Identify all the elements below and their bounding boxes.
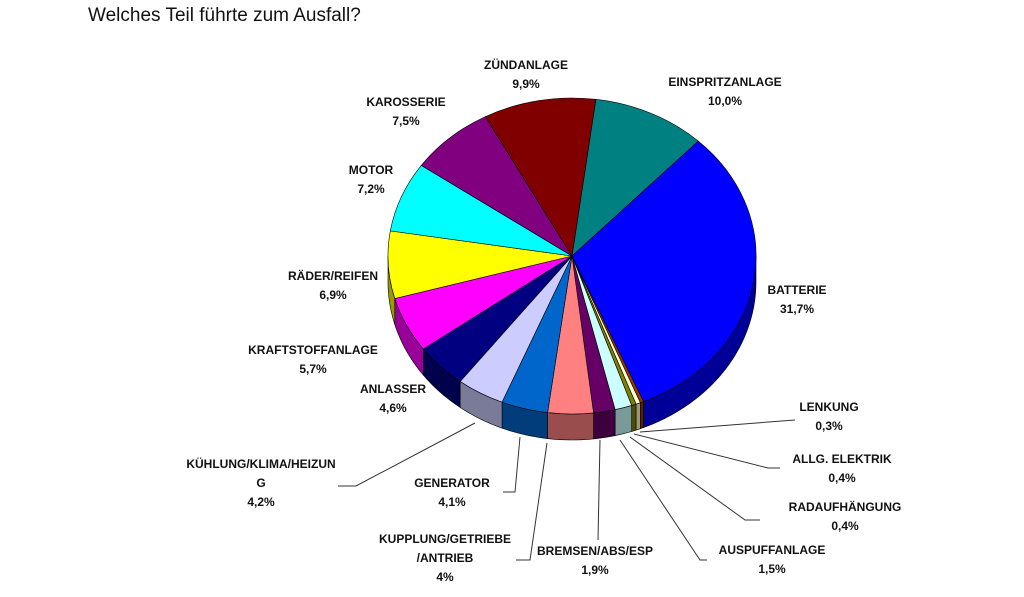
- slice-label-name: BATTERIE: [767, 283, 827, 297]
- slice-label-value: 31,7%: [779, 302, 815, 316]
- leader-radaufhaengung: [629, 436, 760, 521]
- slice-side-auspuffanlage: [614, 405, 632, 436]
- slice-label-name: ALLG. ELEKTRIK: [792, 452, 892, 466]
- slice-side-kupplung-getriebe-antrieb: [547, 412, 594, 441]
- slice-label-name: BREMSEN/ABS/ESP: [536, 544, 654, 558]
- slice-label-name: KÜHLUNG/KLIMA/HEIZUN: [186, 457, 336, 471]
- slice-label-value: 1,5%: [758, 562, 786, 576]
- leader-lenkung: [639, 419, 796, 433]
- slice-label: ALLG. ELEKTRIK 0,4%: [792, 450, 891, 488]
- leader-kuehlung: [338, 422, 476, 487]
- slice-label: EINSPRITZANLAGE 10,0%: [668, 73, 781, 111]
- slice-label-name: ZÜNDANLAGE: [484, 58, 568, 72]
- slice-label-value: 1,9%: [581, 563, 609, 577]
- slice-label: BATTERIE 31,7%: [767, 281, 826, 319]
- slice-label-name: G: [256, 476, 266, 490]
- slice-side-radaufhängung: [631, 403, 637, 432]
- slice-label-value: 9,9%: [512, 77, 540, 91]
- slice-label: MOTOR 7,2%: [349, 161, 393, 199]
- chart-title: Welches Teil führte zum Ausfall?: [88, 5, 361, 26]
- slice-zündanlage: [484, 97, 597, 257]
- slice-label-value: 0,4%: [828, 471, 856, 485]
- slice-label: RADAUFHÄNGUNG 0,4%: [789, 498, 902, 536]
- slice-label-value: 0,4%: [831, 519, 859, 533]
- slice-label-value: 10,0%: [707, 94, 743, 108]
- slice-label: KRAFTSTOFFANLAGE 5,7%: [248, 341, 378, 379]
- slice-label-name: RADAUFHÄNGUNG: [788, 500, 902, 514]
- slice-label-value: 7,5%: [392, 114, 420, 128]
- leader-allg-elektrik: [633, 433, 780, 469]
- slice-label-value: 4%: [436, 570, 454, 584]
- slice-label-value: 5,7%: [299, 362, 327, 376]
- slice-label-value: 7,2%: [357, 182, 385, 196]
- slice-label-value: 6,9%: [319, 288, 347, 302]
- slice-label-name: LENKUNG: [799, 400, 859, 414]
- slice-side-allg-elektrik: [635, 402, 641, 431]
- slice-label-name: KAROSSERIE: [366, 95, 446, 109]
- slice-label: KUPPLUNG/GETRIEBE/ANTRIEB 4%: [379, 530, 511, 587]
- slice-label-value: 4,2%: [247, 495, 275, 509]
- slice-label-name: KUPPLUNG/GETRIEBE: [378, 532, 512, 546]
- slice-label: GENERATOR 4,1%: [414, 474, 490, 512]
- slice-label-value: 4,1%: [438, 495, 466, 509]
- leader-bremsen: [597, 439, 601, 541]
- slice-label: AUSPUFFANLAGE 1,5%: [719, 541, 826, 579]
- slice-label: ZÜNDANLAGE 9,9%: [484, 56, 568, 94]
- slice-label-name: /ANTRIEB: [416, 551, 474, 565]
- slice-label-name: KRAFTSTOFFANLAGE: [248, 343, 378, 357]
- slice-label: BREMSEN/ABS/ESP 1,9%: [537, 542, 653, 580]
- slice-label: KÜHLUNG/KLIMA/HEIZUN G 4,2%: [186, 455, 335, 512]
- slice-label: KAROSSERIE 7,5%: [366, 93, 445, 131]
- slice-label-value: 0,3%: [815, 419, 843, 433]
- slice-label-name: RÄDER/REIFEN: [287, 269, 379, 283]
- slice-label: RÄDER/REIFEN 6,9%: [288, 267, 378, 305]
- slice-side-lenkung: [640, 401, 644, 430]
- slice-label-name: EINSPRITZANLAGE: [668, 75, 782, 89]
- slice-label: ANLASSER 4,6%: [360, 380, 426, 418]
- slice-label-name: AUSPUFFANLAGE: [718, 543, 826, 557]
- leader-auspuffanlage: [619, 439, 707, 561]
- slice-label-name: GENERATOR: [414, 476, 490, 490]
- leader-kupplung: [516, 442, 548, 561]
- leader-generator: [503, 436, 521, 493]
- slice-einspritzanlage: [571, 99, 699, 257]
- slice-label: LENKUNG 0,3%: [799, 398, 858, 436]
- slice-side-bremsen-abs-esp: [593, 409, 616, 440]
- slice-batterie: [571, 140, 757, 402]
- slice-label-name: ANLASSER: [359, 382, 427, 396]
- slice-label-value: 4,6%: [379, 401, 407, 415]
- slice-label-name: MOTOR: [348, 163, 394, 177]
